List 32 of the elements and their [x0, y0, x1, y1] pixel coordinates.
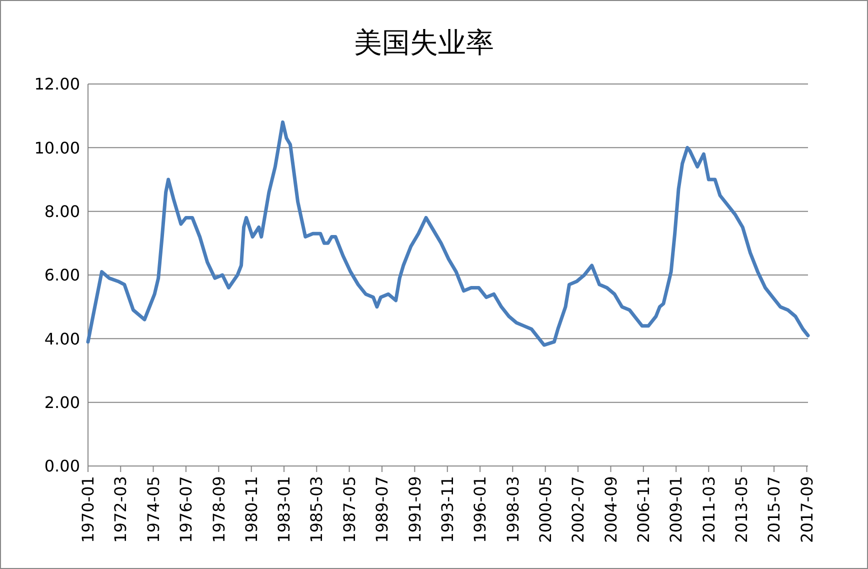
x-tick-label: 2015-07 [764, 476, 784, 543]
x-tick-label: 2017-09 [797, 476, 816, 543]
x-tick-label: 1985-03 [307, 476, 326, 543]
chart-title: 美国失业率 [354, 26, 494, 59]
x-tick-label: 1996-01 [470, 476, 490, 543]
x-tick-label: 1983-01 [274, 476, 294, 543]
y-tick-label: 8.00 [44, 202, 80, 221]
x-tick-label: 2009-01 [666, 476, 686, 543]
x-tick-label: 2006-11 [634, 476, 653, 543]
x-tick-label: 1993-11 [438, 476, 457, 543]
x-tick-label: 2011-03 [699, 476, 718, 543]
x-tick-label: 1991-09 [405, 476, 424, 543]
line-series [86, 120, 810, 347]
y-tick-label: 10.00 [34, 138, 80, 158]
y-tick-label: 6.00 [44, 266, 80, 285]
y-tick-label: 4.00 [44, 329, 80, 348]
y-tick-label: 12.00 [34, 74, 80, 94]
x-tick-label: 1989-07 [372, 476, 392, 543]
x-tick-label: 1976-07 [176, 476, 196, 543]
x-tick-label: 2013-05 [732, 476, 751, 543]
x-tick-label: 1998-03 [503, 476, 522, 543]
y-tick-label: 2.00 [44, 392, 80, 412]
x-tick-label: 1980-11 [242, 476, 261, 543]
x-tick-label: 2000-05 [536, 476, 555, 543]
x-tick-label: 1987-05 [340, 476, 359, 543]
x-tick-label: 2004-09 [601, 476, 620, 543]
y-tick-label: 0.00 [44, 456, 80, 476]
x-tick-label: 1972-03 [111, 476, 130, 543]
x-tick-label: 1974-05 [144, 476, 163, 543]
x-tick-label: 2002-07 [568, 476, 588, 543]
x-tick-label: 1978-09 [209, 476, 228, 543]
x-tick-label: 1970-01 [78, 476, 98, 543]
